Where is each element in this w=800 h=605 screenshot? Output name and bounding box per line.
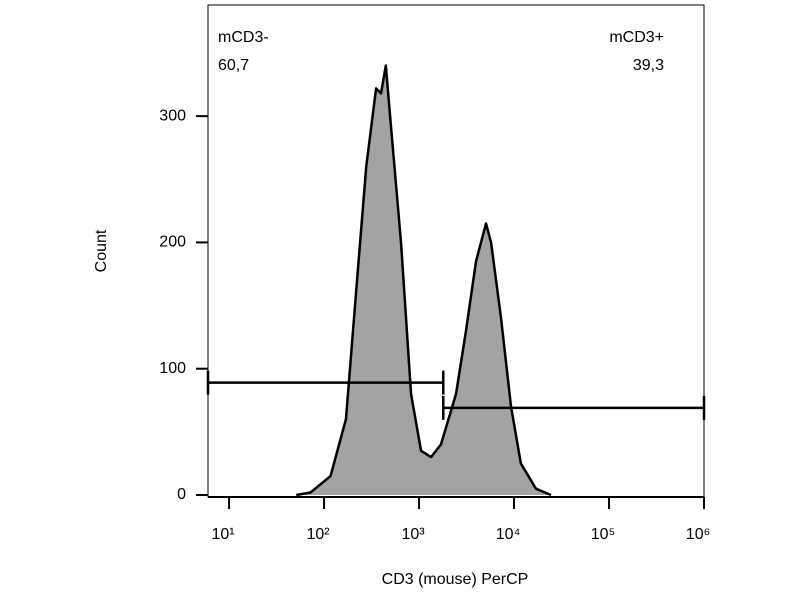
x-axis-label: CD3 (mouse) PerCP [382, 571, 529, 588]
y-axis-label: Count [93, 229, 110, 272]
y-tick-label: 300 [159, 107, 186, 124]
x-tick-label: 10¹ [212, 526, 235, 543]
y-tick-label: 200 [159, 234, 186, 251]
x-tick-label: 10⁵ [591, 526, 615, 543]
x-tick-label: 10⁶ [686, 526, 710, 543]
histogram-fill [296, 65, 551, 495]
y-tick-label: 0 [177, 486, 186, 503]
histogram-line [296, 64, 552, 497]
gate-percent: 39,3 [633, 57, 664, 74]
gate-percent: 60,7 [218, 57, 249, 74]
x-tick-label: 10³ [401, 526, 425, 543]
gate-name: mCD3- [218, 29, 269, 46]
x-tick-label: 10² [306, 526, 330, 543]
x-tick-label: 10⁴ [496, 526, 521, 543]
y-tick-label: 100 [159, 360, 186, 377]
gate-name: mCD3+ [609, 29, 664, 46]
